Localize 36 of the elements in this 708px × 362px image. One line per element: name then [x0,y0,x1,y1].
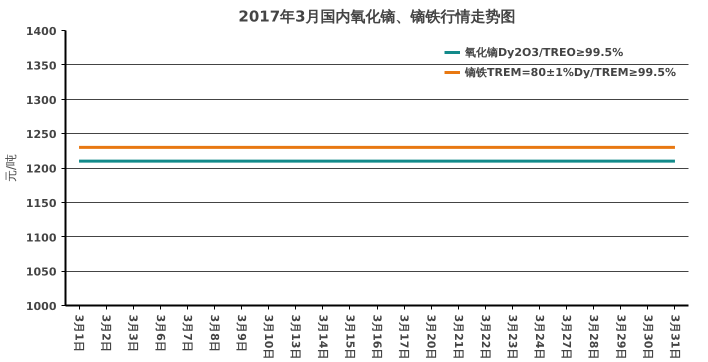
x-tick-label: 3月24日 [533,314,546,360]
y-tick-label: 1300 [26,94,57,107]
x-tick-label: 3月20日 [424,314,438,360]
y-tick-label: 1350 [26,59,57,72]
x-tick-label: 3月29日 [614,314,628,360]
x-tick-label: 3月7日 [180,314,194,352]
x-tick-label: 3月3日 [126,314,140,352]
x-tick-label: 3月22日 [478,314,492,360]
x-tick-label: 3月31日 [668,314,682,360]
x-tick-label: 3月15日 [343,314,356,360]
y-axis-title: 元/吨 [4,154,18,182]
x-tick-label: 3月8日 [208,314,221,352]
x-tick-label: 3月13日 [289,314,302,360]
x-tick-label: 3月27日 [560,314,574,360]
x-tick-label: 3月10日 [262,314,276,360]
y-tick-label: 1050 [26,266,57,279]
y-tick-label: 1000 [26,300,57,313]
y-tick-label: 1100 [26,231,57,244]
legend-label: 氧化镝Dy2O3/TREO≥99.5% [465,44,624,60]
legend-label: 镝铁TREM=80±1%Dy/TREM≥99.5% [465,64,676,80]
x-tick-label: 3月21日 [452,314,465,360]
y-tick-label: 1250 [26,128,57,142]
y-tick-label: 1150 [26,196,57,210]
x-tick-label: 3月1日 [72,314,86,352]
x-tick-label: 3月17日 [398,314,411,360]
x-tick-label: 3月16日 [370,314,384,360]
x-tick-label: 3月9日 [235,314,248,352]
x-tick-label: 3月6日 [154,314,167,352]
y-tick-label: 1200 [26,162,57,176]
x-tick-label: 3月14日 [316,314,330,360]
x-tick-label: 3月23日 [506,314,519,360]
chart-title: 2017年3月国内氧化镝、镝铁行情走势图 [238,8,516,26]
x-tick-label: 3月2日 [100,314,113,352]
x-tick-label: 3月28日 [587,314,600,360]
x-tick-label: 3月30日 [641,314,654,360]
y-tick-label: 1400 [26,25,57,38]
